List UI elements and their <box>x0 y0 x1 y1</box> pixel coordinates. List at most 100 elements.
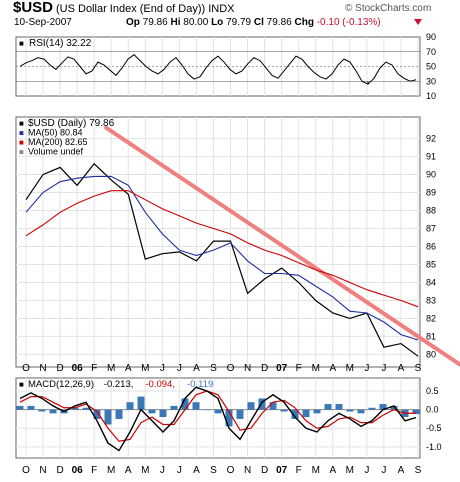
price-tick-label: 84 <box>426 277 436 287</box>
x-axis-month-label: S <box>210 363 217 374</box>
price-tick-label: 86 <box>426 241 436 251</box>
x-axis-month-label: J <box>177 363 182 374</box>
x-axis-month-label: O <box>227 465 235 476</box>
price-panel-frame <box>15 116 421 368</box>
x-axis-month-label: A <box>329 363 336 374</box>
x-axis-month-label: A <box>398 465 405 476</box>
x-axis-month-label: N <box>244 465 251 476</box>
price-tick-label: 87 <box>426 224 436 234</box>
macd-histogram-bar <box>368 407 376 410</box>
open-value: 79.86 <box>142 17 168 28</box>
macd-histogram-bar <box>357 409 365 414</box>
macd-legend-text: -0.094, <box>145 379 175 390</box>
macd-histogram-bar <box>291 409 299 419</box>
x-axis-month-label: J <box>381 465 386 476</box>
macd-histogram-bar <box>258 398 266 410</box>
macd-histogram-bar <box>225 409 233 427</box>
macd-histogram-bar <box>379 404 387 410</box>
rsi-tick-label: 70 <box>426 47 436 57</box>
down-triangle-icon <box>414 19 422 25</box>
x-axis-month-label: O <box>22 363 30 374</box>
price-tick-label: 89 <box>426 188 436 198</box>
x-axis-month-label: N <box>39 363 46 374</box>
x-axis-month-label: D <box>56 363 63 374</box>
macd-histogram-bar <box>269 402 277 410</box>
x-axis-month-label: J <box>177 465 182 476</box>
macd-histogram-bar <box>335 404 343 410</box>
rsi-tick-label: 90 <box>426 32 436 42</box>
price-tick-label: 80 <box>426 349 436 359</box>
close-label: Cl <box>253 17 264 28</box>
macd-legend-swatch: ■ <box>19 380 24 389</box>
macd-histogram-bar <box>390 405 398 410</box>
change-value: -0.10 (-0.13%) <box>316 17 381 28</box>
macd-histogram-bar <box>280 409 288 412</box>
macd-histogram-bar <box>115 409 123 419</box>
macd-tick-label: 0.0 <box>426 405 439 415</box>
high-label: Hi <box>170 17 181 28</box>
price-series-1-line <box>25 175 419 341</box>
change-label: Chg <box>294 17 314 28</box>
x-axis-month-label: A <box>125 465 132 476</box>
x-axis-month-label: F <box>296 363 302 374</box>
macd-histogram-bar <box>126 402 134 410</box>
macd-histogram-bar <box>214 409 222 414</box>
x-axis-month-label: D <box>56 465 63 476</box>
macd-histogram-bar <box>236 409 244 419</box>
x-axis-month-label: A <box>398 363 405 374</box>
price-legend-text: MA(50) 80.84 <box>28 128 83 138</box>
macd-legend-text: -0.119 <box>187 379 213 390</box>
x-axis-month-label: 07 <box>276 363 288 374</box>
x-axis-month-label: O <box>22 465 30 476</box>
macd-tick-label: -1.0 <box>426 442 442 452</box>
price-tick-label: 83 <box>426 295 436 305</box>
price-tick-label: 82 <box>426 313 436 323</box>
x-axis-month-label: J <box>160 465 165 476</box>
instrument-name: (US Dollar Index (End of Day)) INDX <box>56 3 235 15</box>
close-value: 79.86 <box>266 17 292 28</box>
price-legend-swatch: ■ <box>19 119 24 128</box>
x-axis-month-label: J <box>381 363 386 374</box>
macd-histogram-bar <box>49 409 57 414</box>
x-axis-month-label: J <box>364 363 369 374</box>
price-legend-swatch: ■ <box>19 138 24 147</box>
macd-panel-frame <box>15 377 421 459</box>
x-axis-month-label: O <box>227 363 235 374</box>
x-axis-month-label: 06 <box>72 363 84 374</box>
x-axis-month-label: M <box>346 363 354 374</box>
price-legend-text: MA(200) 82.65 <box>28 137 88 147</box>
price-tick-label: 81 <box>426 331 436 341</box>
macd-histogram-bar <box>137 396 145 410</box>
watermark: © StockCharts.com <box>345 3 432 14</box>
price-series-2-line <box>25 190 419 308</box>
price-legend-swatch: ■ <box>19 129 24 138</box>
price-tick-label: 90 <box>426 170 436 180</box>
x-axis-month-label: M <box>312 465 320 476</box>
macd-histogram-bar <box>412 409 420 415</box>
x-axis-month-label: F <box>91 465 97 476</box>
quote-summary: Op 79.86 Hi 80.00 Lo 79.79 Cl 79.86 Chg … <box>126 17 381 28</box>
x-axis-month-label: 06 <box>72 465 84 476</box>
macd-histogram-bar <box>181 398 189 410</box>
rsi-legend-text: RSI(14) 32.22 <box>29 38 92 49</box>
x-axis-month-label: F <box>296 465 302 476</box>
macd-legend-text: -0.213, <box>104 379 134 390</box>
x-axis-month-label: 07 <box>276 465 288 476</box>
price-tick-label: 92 <box>426 134 436 144</box>
x-axis-month-label: M <box>107 363 115 374</box>
x-axis-month-label: F <box>91 363 97 374</box>
high-value: 80.00 <box>183 17 209 28</box>
macd-histogram-bar <box>192 402 200 410</box>
x-axis-month-label: M <box>141 363 149 374</box>
macd-histogram-bar <box>170 405 178 410</box>
macd-line <box>19 386 417 452</box>
macd-histogram-bar <box>203 409 211 411</box>
macd-histogram-bar <box>38 409 46 412</box>
macd-histogram-bar <box>302 409 310 418</box>
x-axis-month-label: J <box>160 363 165 374</box>
rsi-tick-label: 10 <box>426 91 436 101</box>
x-axis-month-label: M <box>141 465 149 476</box>
price-legend-text: $USD (Daily) 79.86 <box>28 118 115 129</box>
rsi-tick-label: 50 <box>426 62 436 72</box>
